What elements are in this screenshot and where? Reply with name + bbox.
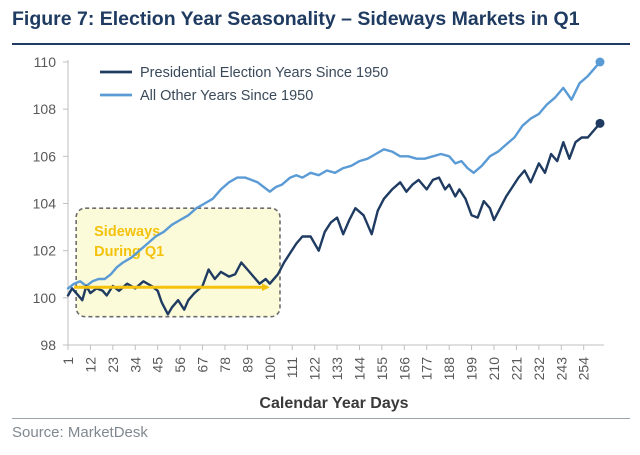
annotation-box: [75, 207, 281, 318]
x-tick-label: 177: [419, 357, 435, 381]
series-end-marker-0: [595, 118, 605, 128]
series-end-marker-1: [595, 57, 605, 67]
x-tick-label: 89: [239, 357, 255, 373]
x-tick-label: 111: [284, 357, 300, 378]
x-tick-label: 254: [576, 357, 592, 381]
source-rule: [12, 418, 630, 419]
x-tick-label: 166: [396, 357, 412, 381]
x-tick-label: 56: [172, 357, 188, 373]
title-rule: [12, 43, 630, 45]
source-note: Source: MarketDesk: [12, 424, 148, 441]
chart-title: Figure 7: Election Year Seasonality – Si…: [12, 8, 580, 30]
x-tick-label: 221: [508, 357, 524, 381]
y-tick-label: 106: [33, 148, 57, 164]
x-tick-label: 122: [307, 357, 323, 381]
y-tick-label: 110: [34, 54, 57, 70]
x-tick-label: 133: [329, 357, 345, 381]
y-tick-label: 102: [33, 243, 57, 259]
y-tick-label: 104: [33, 196, 57, 212]
x-axis-label: Calendar Year Days: [259, 395, 408, 412]
annotation-text-line1: Sideways: [94, 224, 160, 240]
x-tick-label: 188: [441, 357, 457, 381]
x-tick-label: 67: [195, 357, 211, 373]
legend-label-0: Presidential Election Years Since 1950: [140, 65, 388, 81]
x-tick-label: 1: [60, 357, 76, 365]
x-tick-label: 100: [262, 357, 278, 381]
y-tick-label: 108: [33, 101, 57, 117]
series-line-1: [66, 60, 602, 290]
x-tick-label: 12: [82, 357, 98, 373]
y-tick-label: 98: [40, 337, 56, 353]
x-tick-label: 23: [105, 357, 121, 373]
x-tick-label: 34: [127, 357, 143, 373]
x-tick-label: 45: [150, 357, 166, 373]
x-tick-label: 199: [464, 357, 480, 381]
x-tick-label: 232: [531, 357, 547, 381]
annotation-text-line2: During Q1: [94, 244, 164, 260]
legend-label-1: All Other Years Since 1950: [140, 88, 313, 104]
x-tick-label: 144: [351, 357, 367, 381]
x-tick-label: 78: [217, 357, 233, 373]
x-tick-label: 210: [486, 357, 502, 381]
x-tick-label: 155: [374, 357, 390, 381]
x-tick-label: 243: [553, 357, 569, 381]
y-tick-label: 100: [33, 290, 57, 306]
